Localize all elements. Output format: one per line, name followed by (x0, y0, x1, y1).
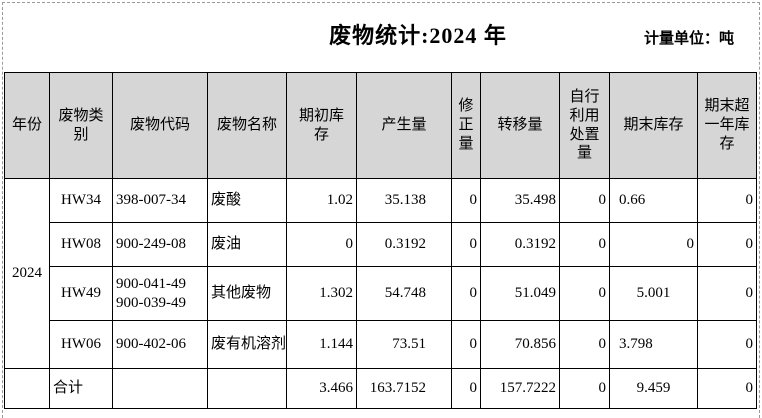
table-row: HW08 900-249-08 废油 0 0.3192 0 0.3192 0 0 0 (5, 222, 757, 267)
table-cell: 9.459 (609, 368, 698, 409)
column-header: 产生量 (356, 72, 452, 179)
table-cell: 3.466 (286, 368, 357, 409)
title-bar: 废物统计:2024 年 计量单位：吨 (0, 0, 762, 72)
table-cell: 398-007-34 (112, 178, 208, 223)
table-cell: 0 (451, 178, 481, 223)
column-header: 期末超 一年库 存 (697, 72, 757, 179)
table-cell: 70.856 (480, 320, 560, 369)
table-cell: 废油 (207, 222, 287, 267)
column-header: 修 正 量 (451, 72, 481, 179)
table-cell: 其他废物 (207, 266, 287, 321)
column-header: 期初库 存 (286, 72, 357, 179)
table-cell: 0.66 (609, 178, 698, 223)
column-header: 转移量 (480, 72, 560, 179)
table-cell: 0 (286, 222, 357, 267)
table-cell: 0 (697, 368, 757, 409)
table-cell: 0 (697, 222, 757, 267)
total-label-cell: 合计 (49, 368, 113, 409)
column-header: 自行 利用 处置 量 (559, 72, 610, 179)
table-cell (207, 368, 287, 409)
column-header: 年份 (4, 72, 50, 179)
table-cell: 0.3192 (356, 222, 452, 267)
table-cell: 0 (559, 320, 610, 369)
table-cell: 51.049 (480, 266, 560, 321)
table-cell: 1.02 (286, 178, 357, 223)
table-cell: 0 (697, 266, 757, 321)
table-cell: 0 (559, 178, 610, 223)
table-row: HW49 900-041-49 900-039-49 其他废物 1.302 54.748… (5, 266, 757, 321)
table-cell: 0 (451, 320, 481, 369)
table-cell: 0 (697, 178, 757, 223)
table-cell: 73.51 (356, 320, 452, 369)
table-cell: 157.7222 (480, 368, 560, 409)
table-cell: 废有机溶剂 (207, 320, 287, 369)
unit-label: 计量单位：吨 (643, 31, 734, 47)
year-cell: 2024 (4, 178, 50, 369)
table-cell: HW08 (49, 222, 113, 267)
waste-statistics-table: 年份 废物类 别废物代码 废物名称 期初库 存产生量修 正 量转移量 自行 利用 处置 … (4, 72, 757, 409)
table-cell: 35.138 (356, 178, 452, 223)
table-cell: 900-041-49 900-039-49 (112, 266, 208, 321)
table-cell: 0 (451, 222, 481, 267)
column-header: 期末库存 (609, 72, 698, 179)
table-cell: HW49 (49, 266, 113, 321)
table-cell: 0 (451, 266, 481, 321)
year-cell-empty (4, 368, 50, 409)
table-body: 2024 HW34 398-007-34 废酸 1.02 35.138 0 35.498 0 0.… (4, 178, 757, 409)
table-header: 年份 废物类 别废物代码 废物名称 期初库 存产生量修 正 量转移量 自行 利用 处置 … (4, 72, 757, 179)
column-header: 废物名称 (207, 72, 287, 179)
table-cell: HW34 (49, 178, 113, 223)
table-cell: 163.7152 (356, 368, 452, 409)
table-cell: 35.498 (480, 178, 560, 223)
table-cell: 1.144 (286, 320, 357, 369)
table-cell: HW06 (49, 320, 113, 369)
table-cell: 3.798 (609, 320, 698, 369)
header-row: 年份 废物类 别废物代码 废物名称 期初库 存产生量修 正 量转移量 自行 利用 处置 … (4, 72, 757, 179)
page-title: 废物统计:2024 年 (329, 23, 507, 48)
table-cell: 900-402-06 (112, 320, 208, 369)
table-row: 合计 3.466 163.7152 0 157.7222 0 9.459 0 (4, 368, 757, 409)
table-cell: 0 (559, 222, 610, 267)
table-cell: 0 (559, 266, 610, 321)
table-cell: 54.748 (356, 266, 452, 321)
table-cell: 0 (697, 320, 757, 369)
table-cell (112, 368, 208, 409)
column-header: 废物类 别 (49, 72, 113, 179)
column-header: 废物代码 (112, 72, 208, 179)
table-cell: 0 (609, 222, 698, 267)
table-cell: 900-249-08 (112, 222, 208, 267)
table-cell: 5.001 (609, 266, 698, 321)
table-cell: 1.302 (286, 266, 357, 321)
table-row: HW06 900-402-06 废有机溶剂 1.144 73.51 0 70.856 0 3.7… (5, 320, 757, 369)
table-row: 2024 HW34 398-007-34 废酸 1.02 35.138 0 35.498 0 0.… (4, 178, 757, 369)
table-cell: 0 (451, 368, 481, 409)
table-cell: 0 (559, 368, 610, 409)
table-cell: 废酸 (207, 178, 287, 223)
table-cell: 0.3192 (480, 222, 560, 267)
